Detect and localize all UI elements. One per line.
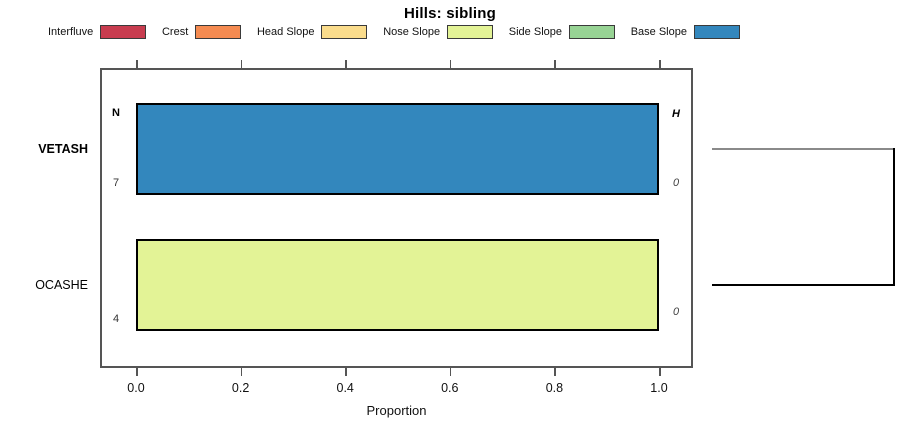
row-label-vetash: VETASH [38,142,88,156]
axis-tick-bottom [449,368,452,376]
row-n-value: 7 [112,177,120,189]
row-h-value: 0 [672,177,680,189]
legend-swatch [195,25,242,39]
column-header-n: N [112,107,120,119]
axis-tick-bottom [554,368,556,376]
chart-title: Hills: sibling [404,5,496,22]
column-header-h: H [672,108,680,120]
axis-tick-top [554,60,556,68]
legend: Interfluve Crest Head Slope Nose Slope Side … [48,24,740,40]
axis-tick-bottom [659,368,661,376]
axis-tick-label: 0.2 [231,381,250,395]
legend-item-label: Nose Slope [383,26,441,38]
legend-item-label: Crest [161,26,189,38]
bar-segment-base-slope [136,103,659,195]
axis-tick-bottom [240,368,243,376]
axis-tick-top [240,60,243,68]
bar-ocashe [136,239,659,331]
axis-tick-top [449,60,452,68]
legend-item-label: Side Slope [508,26,562,38]
row-h-value: 0 [672,306,680,318]
legend-swatch [693,25,740,39]
legend-item-base-slope: Base Slope [631,25,740,39]
row-n-value: 4 [112,313,120,325]
bar-segment-nose-slope [136,239,659,331]
legend-swatch [569,25,615,39]
legend-item-crest: Crest [161,25,242,39]
axis-tick-bottom [136,368,138,376]
bar-vetash [136,103,659,195]
legend-item-nose-slope: Nose Slope [383,25,494,39]
legend-swatch [100,25,147,39]
dendrogram-join [893,148,895,286]
legend-item-interfluve: Interfluve [48,25,147,39]
legend-item-label: Head Slope [256,26,315,38]
axis-tick-label: 0.0 [127,381,145,395]
plot-area [100,68,693,368]
dendrogram-leaf-ocashe [712,284,895,286]
x-axis-label: Proportion [366,403,427,418]
legend-item-label: Interfluve [48,26,94,38]
axis-tick-top [659,60,661,68]
axis-tick-top [136,60,138,68]
legend-item-side-slope: Side Slope [509,25,615,39]
axis-tick-bottom [345,368,347,376]
legend-item-label: Base Slope [630,26,687,38]
axis-tick-top [345,60,347,68]
axis-tick-label: 0.4 [336,381,354,395]
axis-tick-label: 1.0 [650,381,668,395]
legend-swatch [447,25,494,39]
axis-tick-label: 0.6 [441,381,459,395]
axis-tick-label: 0.8 [545,381,564,395]
legend-item-head-slope: Head Slope [257,25,368,39]
legend-swatch [321,25,368,39]
row-label-ocashe: OCASHE [35,278,88,292]
dendrogram-leaf-vetash [712,148,895,150]
